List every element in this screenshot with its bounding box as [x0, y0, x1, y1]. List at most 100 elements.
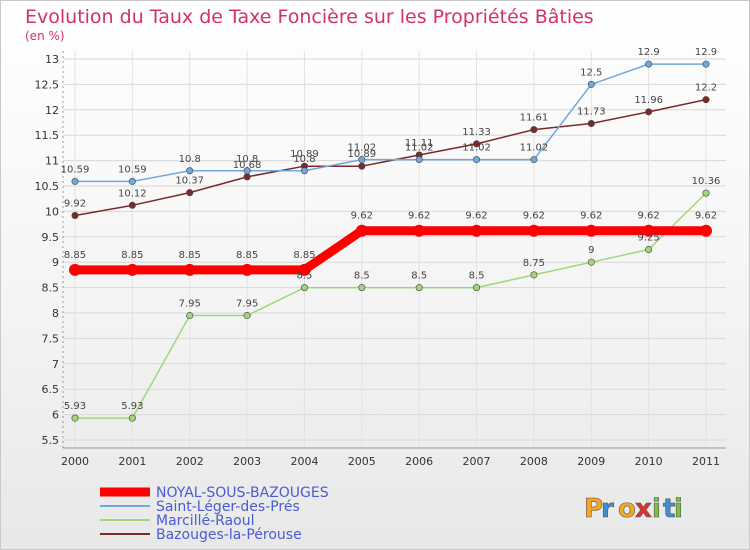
y-tick-label: 6.5 — [42, 383, 60, 396]
data-label: 12.9 — [638, 47, 660, 58]
data-point — [645, 108, 653, 116]
series-line-0 — [70, 226, 711, 275]
data-label: 9.62 — [408, 211, 430, 222]
legend-label: Marcillé-Raoul — [156, 513, 254, 529]
axes: 5.5 6 6.5 7 7.5 8 8.5 9 9.5 10 10.5 11 11.5 12 12.5 13 2… — [35, 51, 726, 468]
y-tick-label: 7 — [52, 358, 59, 371]
data-point — [128, 177, 136, 185]
data-label: 10.37 — [175, 176, 204, 187]
series-line-3 — [74, 98, 707, 217]
data-label: 9.25 — [638, 233, 660, 244]
data-label: 8.85 — [236, 250, 258, 261]
data-label: 8.5 — [297, 271, 313, 282]
data-point — [702, 96, 710, 104]
data-point — [183, 263, 196, 276]
data-point — [69, 263, 81, 276]
x-tick-label: 2010 — [635, 455, 663, 468]
data-point — [243, 167, 251, 175]
data-point — [243, 173, 251, 181]
data-point — [126, 263, 139, 276]
data-label: 10.68 — [233, 160, 262, 171]
y-tick-label: 5.5 — [42, 434, 60, 447]
y-tick-label: 10 — [45, 205, 59, 218]
data-label: 10.8 — [293, 154, 315, 165]
data-label: 9.62 — [580, 211, 602, 222]
data-label: 8.85 — [179, 250, 201, 261]
y-tick-label: 9 — [52, 256, 59, 269]
data-point — [298, 263, 311, 276]
data-point — [300, 167, 308, 175]
y-tick-label: 12 — [45, 104, 59, 117]
x-tick-label: 2008 — [520, 455, 548, 468]
data-point — [241, 263, 254, 276]
data-point — [71, 414, 79, 422]
data-point — [71, 211, 79, 219]
data-point — [473, 140, 481, 148]
logo-letter: x — [635, 494, 652, 524]
data-labels: 8.85 8.85 8.85 8.85 8.85 9.62 9.62 9.62 9.62 9.62… — [61, 47, 721, 412]
data-point — [473, 156, 481, 164]
data-label: 7.95 — [179, 299, 201, 310]
proxiti-logo: Pr o x i ti — [584, 494, 684, 525]
data-point — [358, 284, 366, 292]
data-point — [645, 60, 653, 68]
data-point — [530, 271, 538, 279]
x-tick-label: 2005 — [348, 455, 376, 468]
y-tick-label: 6 — [52, 409, 59, 422]
y-tick-label: 11 — [45, 155, 59, 168]
data-point — [530, 156, 538, 164]
data-point — [186, 189, 194, 197]
data-point — [587, 120, 595, 128]
data-point — [702, 60, 710, 68]
data-point — [527, 224, 540, 237]
data-point — [702, 189, 710, 197]
data-label: 8.5 — [354, 271, 370, 282]
data-label: 11.02 — [462, 143, 491, 154]
data-label: 10.89 — [290, 149, 319, 160]
data-label: 8.5 — [411, 271, 427, 282]
data-point — [585, 224, 598, 237]
data-label: 9.92 — [64, 198, 86, 209]
data-point — [243, 312, 251, 320]
data-label: 5.93 — [121, 401, 143, 412]
data-label: 9.62 — [695, 211, 717, 222]
chart-title: Evolution du Taux de Taxe Foncière sur l… — [25, 6, 594, 28]
y-tick-label: 12.5 — [35, 78, 60, 91]
series-group — [69, 60, 712, 422]
data-label: 11.61 — [520, 113, 549, 124]
x-tick-label: 2000 — [61, 455, 89, 468]
data-point — [700, 224, 712, 237]
data-label: 9 — [588, 245, 594, 256]
x-tick-label: 2011 — [692, 455, 720, 468]
data-label: 10.59 — [118, 164, 147, 175]
logo-letter: r — [601, 494, 614, 524]
data-label: 11.02 — [405, 143, 434, 154]
data-point — [415, 156, 423, 164]
data-label: 11.96 — [634, 95, 663, 106]
data-label: 11.11 — [405, 138, 434, 149]
y-tick-label: 10.5 — [35, 180, 60, 193]
logo-letter: t — [663, 494, 675, 524]
data-label: 10.8 — [236, 154, 258, 165]
logo-letter: i — [674, 494, 683, 524]
data-label: 11.02 — [520, 143, 549, 154]
logo-letter: i — [652, 494, 661, 524]
legend: NOYAL-SOUS-BAZOUGESSaint-Léger-des-PrésM… — [100, 485, 329, 543]
x-tick-label: 2009 — [577, 455, 605, 468]
data-point — [186, 312, 194, 320]
data-label: 11.73 — [577, 107, 606, 118]
data-label: 8.85 — [121, 250, 143, 261]
data-point — [71, 177, 79, 185]
x-tick-label: 2002 — [176, 455, 204, 468]
data-label: 12.2 — [695, 83, 717, 94]
data-label: 11.33 — [462, 127, 491, 138]
data-point — [470, 224, 483, 237]
data-label: 5.93 — [64, 401, 86, 412]
data-label: 10.59 — [61, 164, 90, 175]
logo-letter: o — [618, 494, 636, 524]
data-label: 9.62 — [351, 211, 373, 222]
y-tick-label: 11.5 — [35, 129, 60, 142]
data-point — [186, 167, 194, 175]
